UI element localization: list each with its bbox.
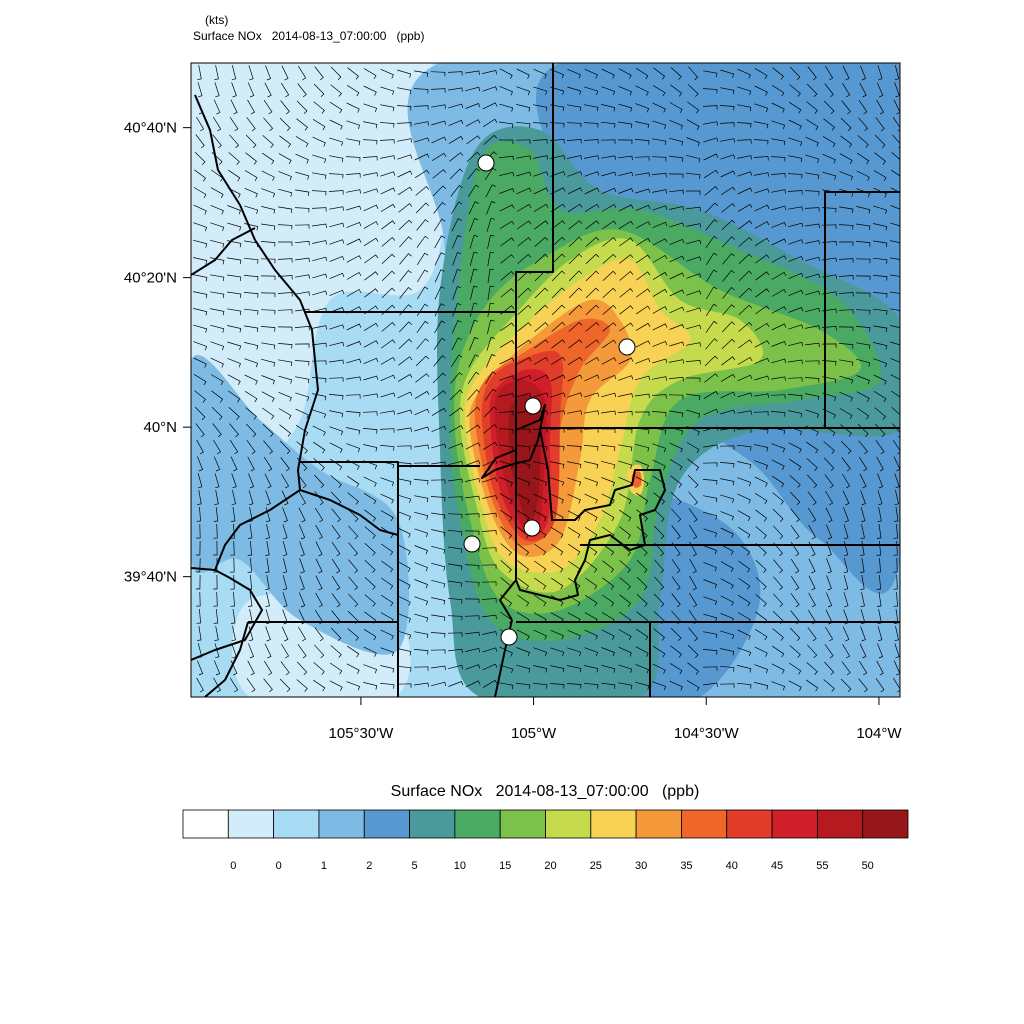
colorbar-label: 15 [499, 860, 511, 872]
colorbar-swatch [862, 809, 909, 839]
lat-tick-label: 40°40'N [124, 120, 177, 137]
colorbar-label: 10 [454, 860, 466, 872]
colorbar-label: 5 [412, 860, 418, 872]
colorbar-swatch [227, 809, 275, 839]
contour-band [191, 63, 455, 510]
map-frame [190, 62, 901, 698]
units-label: (kts) [205, 13, 228, 27]
colorbar-swatch [499, 809, 546, 839]
colorbar-label: 45 [771, 860, 783, 872]
colorbar-swatch [635, 809, 682, 839]
border [191, 94, 319, 571]
colorbar-swatch [182, 809, 229, 839]
border [515, 429, 666, 601]
colorbar-swatch [273, 809, 320, 839]
colorbar-swatch [409, 809, 456, 839]
lon-tick-label: 104°30'W [674, 725, 740, 742]
colorbar-label: 1 [321, 860, 327, 872]
site [523, 519, 541, 537]
colorbar-swatch [590, 809, 637, 839]
border [191, 227, 256, 276]
colorbar-swatch [363, 809, 410, 839]
site [500, 628, 518, 646]
contour-band [191, 355, 409, 655]
site [618, 338, 636, 356]
border [191, 569, 263, 661]
colorbar-label: 50 [862, 860, 874, 872]
lat-tick-label: 40°20'N [124, 270, 177, 287]
colorbar-swatch [726, 809, 773, 839]
site [463, 535, 481, 553]
border [299, 489, 399, 536]
lon-tick-label: 105°W [511, 725, 557, 742]
border [516, 621, 900, 697]
colorbar-swatch [771, 809, 818, 839]
colorbar-label: 20 [544, 860, 556, 872]
colorbar-swatch [816, 809, 864, 839]
colorbar-label: 55 [816, 860, 828, 872]
colorbar-label: 0 [276, 860, 282, 872]
colorbar-swatch [318, 809, 365, 839]
colorbar-label: 0 [230, 860, 236, 872]
border [824, 191, 900, 428]
colorbar-label: 35 [680, 860, 692, 872]
colorbar-swatch [545, 809, 592, 839]
colorbar-title: Surface NOx 2014-08-13_07:00:00 (ppb) [391, 783, 700, 800]
lat-tick-label: 40°N [143, 419, 177, 436]
colorbar-label: 2 [366, 860, 372, 872]
colorbar-label: 40 [726, 860, 738, 872]
site [524, 397, 542, 415]
colorbar-swatch [454, 809, 501, 839]
site-markers [463, 154, 636, 646]
contour-field [191, 63, 900, 697]
colorbar-label: 30 [635, 860, 647, 872]
colorbar-label: 25 [590, 860, 602, 872]
site [477, 154, 495, 172]
border [300, 461, 480, 697]
border [204, 621, 249, 697]
lon-tick-label: 104°W [856, 725, 902, 742]
border [499, 63, 554, 621]
lon-tick-label: 105°30'W [329, 725, 395, 742]
plot-title: Surface NOx 2014-08-13_07:00:00 (ppb) [193, 29, 424, 43]
border [481, 404, 546, 479]
colorbar: 0 0 1 2 5 10 15 20 25 30 35 40 45 55 50 [182, 809, 909, 872]
colorbar-swatch [681, 809, 728, 839]
lat-tick-label: 39°40'N [124, 569, 177, 586]
